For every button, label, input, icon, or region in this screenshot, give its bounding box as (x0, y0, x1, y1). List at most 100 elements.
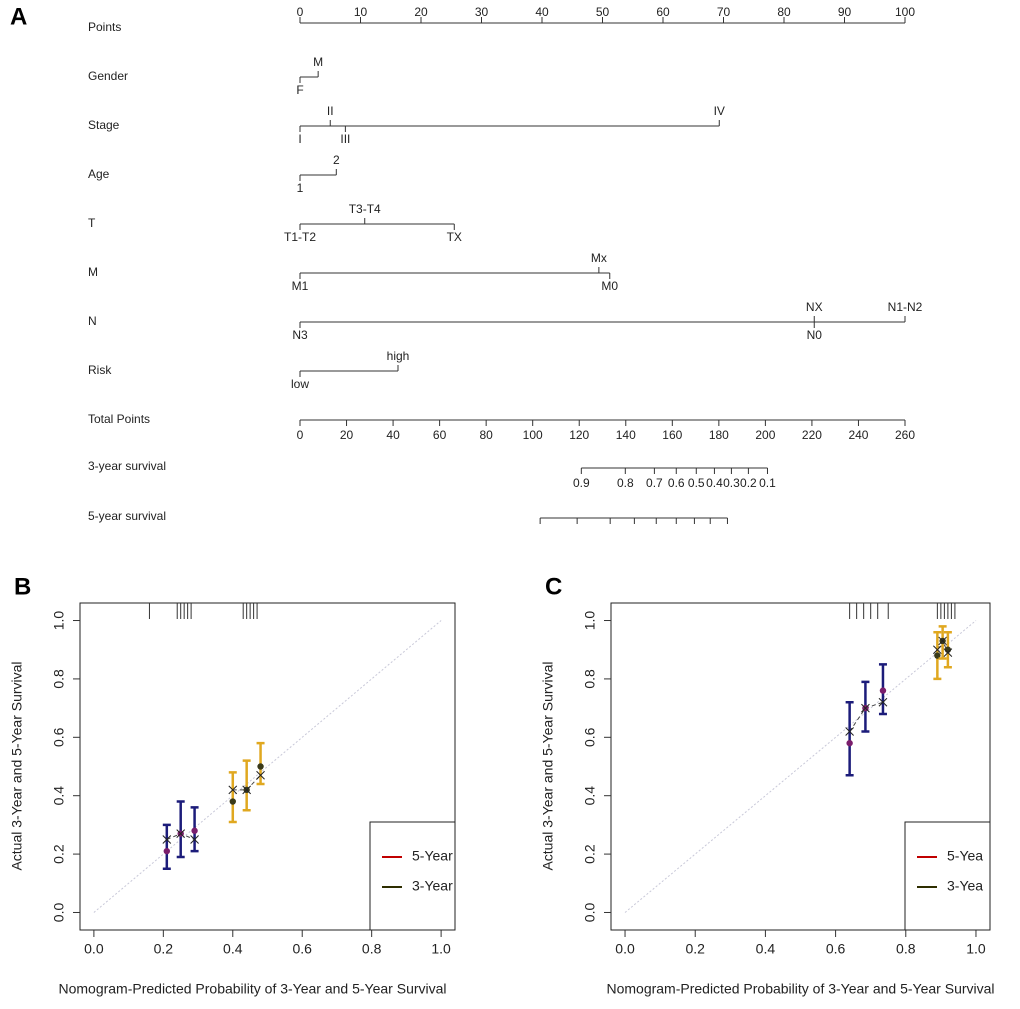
corrected-point (162, 835, 172, 844)
tick-label: 0.9 (573, 476, 590, 490)
tick-label: 0.5 (688, 476, 705, 490)
tick-label: 120 (569, 428, 589, 442)
panel-label: C (545, 573, 562, 600)
y-tick-label: 0.0 (51, 903, 67, 923)
tick-label: 90 (838, 5, 852, 19)
plot-frame (610, 602, 991, 931)
corrected-point (242, 785, 252, 795)
level-label: II (327, 104, 334, 118)
plot-frame (79, 602, 456, 931)
level-label: N3 (292, 328, 308, 342)
tick-label: 0 (297, 428, 304, 442)
tick-label: 30 (475, 5, 489, 19)
observed-point (846, 739, 853, 747)
y-tick-label: 1.0 (582, 611, 598, 631)
x-tick-label: 0.4 (223, 941, 243, 957)
legend-label: 5-Yea (947, 848, 983, 864)
corrected-point (228, 785, 238, 795)
row-label: Age (88, 167, 110, 181)
error-bar (162, 823, 171, 870)
tick-label: 0.6 (668, 476, 685, 490)
observed-point (163, 847, 171, 855)
tick-label: 40 (386, 428, 400, 442)
legend-label: 5-Year (412, 848, 453, 864)
observed-point (879, 687, 887, 694)
row-label: 5-year survival (88, 509, 166, 523)
row-label: Points (88, 20, 121, 34)
y-tick-label: 0.2 (51, 844, 67, 864)
x-tick-label: 0.0 (84, 941, 104, 957)
error-bar (176, 800, 185, 859)
tick-label: 0 (297, 5, 304, 19)
row-label: N (88, 314, 97, 328)
tick-label: 10 (354, 5, 368, 19)
y-tick-label: 0.2 (582, 844, 598, 864)
x-tick-label: 1.0 (431, 941, 451, 957)
tick-label: 0.1 (759, 476, 776, 490)
tick-label: 40 (535, 5, 549, 19)
level-label: I (298, 132, 301, 146)
level-label: low (291, 377, 309, 391)
y-tick-label: 0.8 (51, 669, 67, 689)
reference-diagonal (624, 620, 977, 913)
x-tick-label: 1.0 (966, 941, 986, 957)
observed-point (191, 827, 198, 834)
row-label: Gender (88, 69, 128, 83)
y-axis-title: Actual 3-Year and 5-Year Survival (9, 661, 25, 870)
x-tick-label: 0.4 (756, 941, 776, 957)
level-label: TX (447, 230, 462, 244)
tick-label: 80 (479, 428, 493, 442)
corrected-point (878, 697, 888, 707)
level-label: F (296, 83, 303, 97)
observed-point (257, 763, 264, 770)
observed-point (229, 798, 236, 805)
row-label: T (88, 216, 96, 230)
x-tick-label: 0.8 (896, 941, 916, 957)
tick-label: 100 (523, 428, 543, 442)
tick-label: 20 (414, 5, 428, 19)
tick-label: 160 (662, 428, 682, 442)
x-tick-label: 0.2 (154, 941, 174, 957)
tick-label: 60 (433, 428, 447, 442)
tick-label: 0.8 (617, 476, 634, 490)
level-label: Mx (591, 251, 607, 265)
corrected-point (845, 727, 854, 736)
row-label: Total Points (88, 412, 150, 426)
level-label: 1 (297, 181, 304, 195)
tick-label: 80 (777, 5, 791, 19)
level-label: N0 (807, 328, 823, 342)
corrected-point (190, 835, 199, 844)
x-tick-label: 0.6 (826, 941, 846, 957)
level-label: NX (806, 300, 823, 314)
y-axis-title: Actual 3-Year and 5-Year Survival (540, 661, 556, 870)
x-tick-label: 0.6 (292, 941, 312, 957)
level-label: 2 (333, 153, 340, 167)
level-label: IV (714, 104, 725, 118)
tick-label: 0.7 (646, 476, 663, 490)
observed-point (934, 652, 941, 659)
level-label: M (313, 55, 323, 69)
level-label: M1 (292, 279, 309, 293)
row-label: 3-year survival (88, 459, 166, 473)
y-tick-label: 0.4 (51, 786, 67, 806)
tick-label: 100 (895, 5, 915, 19)
y-tick-label: 0.4 (582, 786, 598, 806)
tick-label: 20 (340, 428, 354, 442)
level-label: T3-T4 (349, 202, 381, 216)
row-label: Stage (88, 118, 120, 132)
y-tick-label: 0.0 (582, 903, 598, 923)
tick-label: 140 (616, 428, 636, 442)
corrected-point (933, 645, 942, 655)
corrected-point (943, 648, 953, 657)
level-label: M0 (601, 279, 618, 293)
legend-label: 3-Year (412, 878, 453, 894)
y-tick-label: 0.8 (582, 669, 598, 689)
panel-label: A (10, 3, 27, 30)
y-tick-label: 0.6 (582, 727, 598, 747)
tick-label: 180 (709, 428, 729, 442)
corrected-point (938, 636, 947, 646)
corrected-point (176, 829, 186, 839)
tick-label: 0.2 (740, 476, 757, 490)
row-label: Risk (88, 363, 112, 377)
